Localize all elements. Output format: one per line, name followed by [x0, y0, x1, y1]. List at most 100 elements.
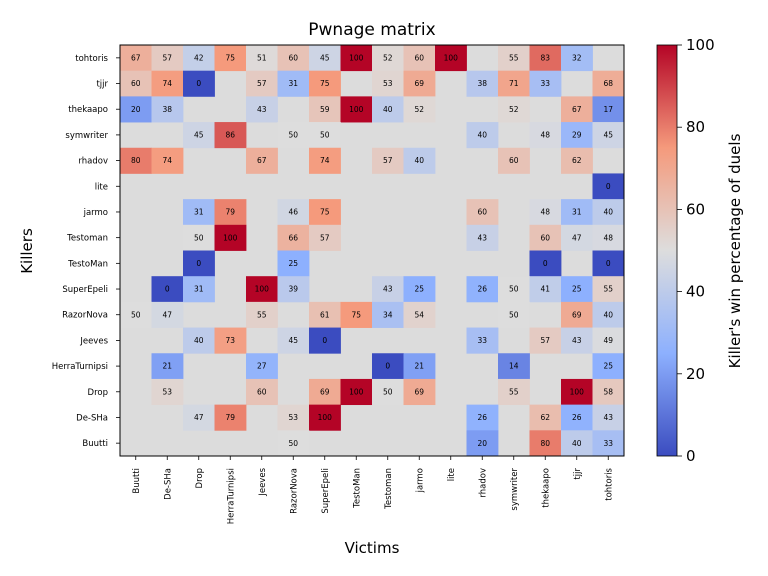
cell-value-label: 59	[320, 105, 330, 114]
cell-value-label: 100	[255, 285, 270, 294]
cell-value-label: 100	[349, 53, 364, 62]
cell-value-label: 60	[131, 79, 141, 88]
y-tick-label: lite	[95, 182, 108, 192]
cell-value-label: 67	[257, 156, 267, 165]
heatmap-cell	[151, 45, 184, 72]
cell-value-label: 100	[349, 105, 364, 114]
heatmap-cell	[561, 327, 593, 354]
heatmap-cell	[277, 430, 310, 457]
heatmap-cell	[498, 276, 530, 303]
cell-value-label: 51	[257, 53, 267, 62]
heatmap-cells: 67 57 42 75 51 60 45 100 52 60 100 55 83 32 60 74 0 57 31 7…	[120, 45, 625, 457]
heatmap-cell	[561, 276, 593, 303]
heatmap-cell	[277, 327, 310, 354]
cell-value-label: 43	[603, 413, 613, 422]
cell-value-label: 62	[540, 413, 550, 422]
colorbar-tick-label: 20	[686, 365, 705, 383]
heatmap-cell	[151, 301, 184, 328]
cell-value-label: 58	[603, 387, 613, 396]
heatmap-cell	[120, 45, 152, 72]
heatmap-cell	[340, 378, 373, 406]
heatmap-cell	[529, 250, 562, 277]
cell-value-label: 0	[606, 259, 611, 268]
y-tick-label: rhadov	[78, 157, 108, 167]
cell-value-label: 38	[162, 105, 172, 114]
cell-value-label: 50	[288, 439, 298, 448]
cell-value-label: 80	[131, 156, 141, 165]
cell-value-label: 25	[572, 285, 582, 294]
heatmap-cell	[592, 378, 625, 406]
heatmap-cell	[403, 45, 436, 72]
y-tick-label: Drop	[88, 388, 108, 398]
cell-value-label: 52	[414, 105, 424, 114]
cell-value-label: 69	[572, 310, 582, 319]
x-tick-label: Testoman	[384, 468, 394, 510]
heatmap-cell	[529, 224, 562, 251]
cell-value-label: 26	[477, 413, 487, 422]
heatmap-cell	[120, 147, 152, 174]
heatmap-cell	[309, 122, 341, 149]
cell-value-label: 0	[165, 285, 170, 294]
heatmap-cell	[246, 96, 278, 123]
heatmap-cell	[561, 430, 593, 457]
colorbar-label: Killer's win percentage of duels	[726, 133, 744, 368]
y-axis-label: Killers	[18, 228, 36, 274]
heatmap-cell	[309, 378, 341, 406]
heatmap-cell	[277, 224, 310, 251]
heatmap-cell	[309, 404, 341, 431]
heatmap-cell	[372, 301, 404, 328]
heatmap-cell	[592, 353, 625, 380]
heatmap-cell	[277, 70, 310, 97]
heatmap-cell	[435, 45, 467, 72]
cell-value-label: 25	[288, 259, 298, 268]
heatmap-cell	[498, 353, 530, 380]
cell-value-label: 25	[603, 362, 613, 371]
heatmap-cell	[309, 147, 341, 174]
x-tick-labels: Buutti De-SHa Drop HerraTurnipsi Jeeves Razor…	[132, 456, 614, 524]
heatmap-cell	[466, 224, 499, 251]
cell-value-label: 100	[349, 387, 364, 396]
x-tick-label: RazorNova	[289, 468, 299, 514]
cell-value-label: 61	[320, 310, 330, 319]
heatmap-cell	[529, 122, 562, 149]
heatmap-cell	[466, 430, 499, 457]
heatmap-cell	[372, 147, 404, 174]
cell-value-label: 75	[320, 208, 330, 217]
cell-value-label: 57	[383, 156, 393, 165]
cell-value-label: 69	[414, 387, 424, 396]
cell-value-label: 34	[383, 310, 393, 319]
cell-value-label: 75	[320, 79, 330, 88]
cell-value-label: 25	[414, 285, 424, 294]
y-tick-label: thekaapo	[68, 105, 108, 115]
cell-value-label: 48	[540, 208, 550, 217]
cell-value-label: 43	[257, 105, 267, 114]
heatmap-cell	[592, 173, 625, 200]
y-tick-label: SuperEpeli	[62, 285, 108, 295]
cell-value-label: 60	[540, 233, 550, 242]
cell-value-label: 60	[288, 53, 298, 62]
heatmap-cell	[309, 70, 341, 97]
cell-value-label: 60	[414, 53, 424, 62]
x-tick-label: symwriter	[510, 468, 520, 511]
cell-value-label: 60	[477, 208, 487, 217]
heatmap-cell	[498, 378, 530, 406]
heatmap-cell	[592, 404, 625, 431]
cell-value-label: 79	[225, 413, 235, 422]
cell-value-label: 100	[570, 387, 585, 396]
heatmap-cell	[561, 301, 593, 328]
heatmap-cell	[561, 122, 593, 149]
heatmap-cell	[466, 199, 499, 226]
cell-value-label: 74	[162, 79, 172, 88]
y-tick-label: tohtoris	[75, 54, 108, 64]
heatmap-cell	[309, 301, 341, 328]
heatmap-cell	[183, 327, 215, 354]
heatmap-cell	[277, 250, 310, 277]
cell-value-label: 67	[131, 53, 141, 62]
heatmap-cell	[246, 45, 278, 72]
cell-value-label: 38	[477, 79, 487, 88]
cell-value-label: 50	[509, 310, 519, 319]
y-tick-label: RazorNova	[62, 311, 108, 321]
cell-value-label: 50	[194, 233, 204, 242]
heatmap-cell	[309, 96, 341, 123]
x-tick-label: tohtoris	[604, 467, 614, 500]
